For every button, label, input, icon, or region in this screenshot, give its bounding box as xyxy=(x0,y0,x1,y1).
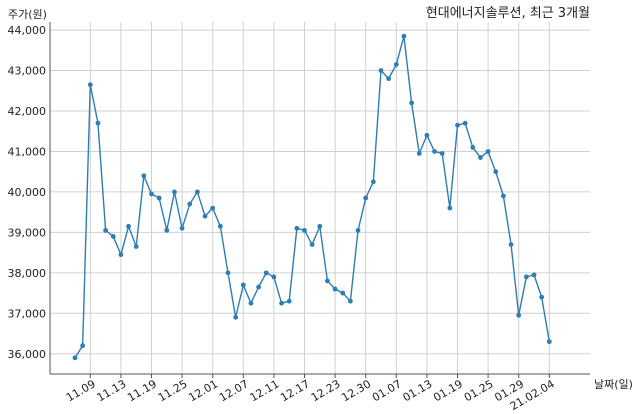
price-point xyxy=(103,227,108,233)
price-point xyxy=(317,223,323,229)
price-point xyxy=(279,300,284,306)
price-point xyxy=(401,33,407,39)
x-tick-label: 01.19 xyxy=(431,377,465,404)
price-point xyxy=(355,227,361,233)
price-point xyxy=(202,213,208,219)
price-point xyxy=(332,286,338,292)
price-point xyxy=(539,294,545,300)
price-point xyxy=(470,145,476,150)
price-point xyxy=(424,132,430,138)
price-point xyxy=(87,82,93,88)
y-tick-label: 40,000 xyxy=(8,186,47,199)
y-tick-label: 37,000 xyxy=(8,307,47,320)
price-point xyxy=(348,298,353,304)
price-point xyxy=(501,193,506,199)
x-tick-label: 12.07 xyxy=(217,377,251,404)
price-point xyxy=(516,312,522,318)
y-axis-label: 주가(원) xyxy=(8,8,47,21)
price-point xyxy=(271,274,277,280)
price-point xyxy=(462,120,468,126)
price-point xyxy=(340,290,346,296)
x-tick-label: 12.17 xyxy=(278,377,312,404)
price-point xyxy=(325,278,330,284)
price-point xyxy=(263,270,269,276)
price-point xyxy=(95,120,101,126)
price-line xyxy=(74,35,550,359)
y-tick-label: 38,000 xyxy=(8,267,47,280)
price-point xyxy=(439,151,445,156)
price-point xyxy=(294,225,300,231)
price-point xyxy=(149,191,154,197)
price-point xyxy=(531,272,537,278)
price-point xyxy=(118,252,124,258)
price-point xyxy=(133,244,139,249)
price-point xyxy=(478,155,483,160)
price-points xyxy=(72,33,552,361)
price-point xyxy=(455,122,460,128)
price-point xyxy=(256,284,261,290)
price-point xyxy=(363,195,369,201)
y-tick-label: 44,000 xyxy=(8,24,47,37)
price-point xyxy=(485,149,491,154)
x-tick-label: 12.11 xyxy=(248,377,282,404)
price-point xyxy=(302,227,307,233)
chart-title: 현대에너지솔루션, 최근 3개월 xyxy=(426,6,590,21)
x-tick-label: 11.13 xyxy=(95,377,129,404)
x-tick-label: 12.23 xyxy=(309,377,343,404)
x-axis-label: 날짜(일) xyxy=(594,377,633,391)
price-point xyxy=(217,223,223,229)
axes xyxy=(49,22,590,378)
price-point xyxy=(378,68,384,73)
x-tick-label: 12.01 xyxy=(186,377,220,404)
price-point xyxy=(508,242,514,247)
price-point xyxy=(141,173,147,179)
price-point xyxy=(493,169,499,175)
price-point xyxy=(523,274,529,280)
x-tick-labels: 11.0911.1311.1911.2512.0112.0712.1112.17… xyxy=(64,377,557,413)
y-tick-label: 41,000 xyxy=(8,145,47,158)
price-point xyxy=(248,300,254,306)
price-point xyxy=(72,355,78,361)
price-point xyxy=(110,234,116,239)
price-point xyxy=(156,195,162,201)
x-tick-label: 11.25 xyxy=(156,377,190,404)
y-tick-label: 39,000 xyxy=(8,226,47,239)
price-point xyxy=(210,205,216,211)
price-point xyxy=(172,189,177,195)
price-point xyxy=(393,62,399,67)
x-tick-label: 11.19 xyxy=(125,377,159,404)
price-point xyxy=(309,242,315,247)
price-point xyxy=(409,100,414,106)
price-point xyxy=(447,205,453,211)
price-point xyxy=(416,151,422,156)
price-point xyxy=(187,201,193,207)
y-tick-label: 36,000 xyxy=(8,348,47,361)
grid-lines xyxy=(50,22,590,374)
price-point xyxy=(80,343,86,349)
price-point xyxy=(546,339,552,345)
price-point xyxy=(432,149,437,154)
x-tick-label: 01.25 xyxy=(462,377,496,404)
price-point xyxy=(126,223,131,229)
price-point xyxy=(370,179,376,185)
x-tick-label: 12.30 xyxy=(339,377,373,404)
y-tick-label: 43,000 xyxy=(8,65,47,78)
x-tick-label: 01.07 xyxy=(370,377,404,404)
price-line-layer xyxy=(74,35,550,359)
x-tick-label: 01.13 xyxy=(401,377,435,404)
y-tick-labels: 36,000 37,000 38,000 39,000 40,000 41,000 42,0… xyxy=(8,24,47,361)
price-point xyxy=(233,314,239,320)
price-point xyxy=(164,227,170,233)
price-point xyxy=(386,76,392,82)
x-tick-label: 11.09 xyxy=(64,377,98,404)
y-tick-label: 42,000 xyxy=(8,105,47,118)
price-point xyxy=(195,189,200,195)
price-point xyxy=(240,282,246,288)
price-point xyxy=(225,270,231,276)
price-point xyxy=(286,298,292,304)
price-point xyxy=(179,225,185,231)
